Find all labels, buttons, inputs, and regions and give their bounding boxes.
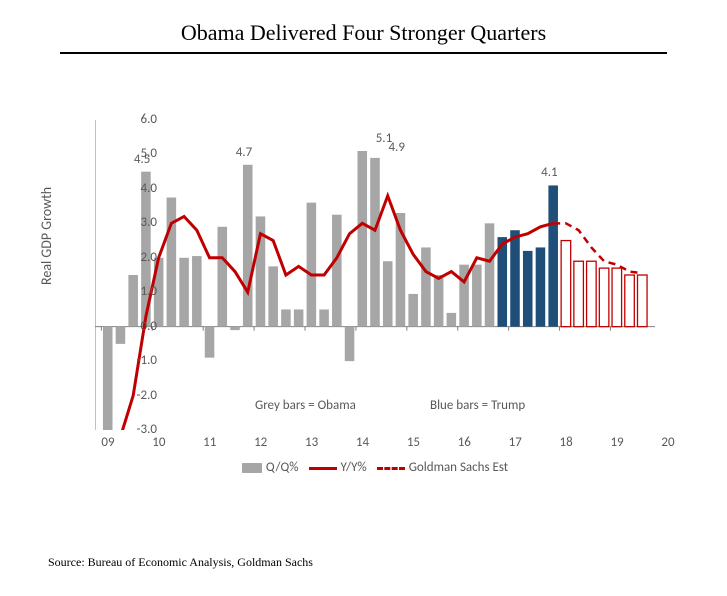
x-tick-label: 20 — [653, 435, 683, 450]
y-tick-label: 2.0 — [117, 250, 157, 265]
bar — [319, 309, 329, 326]
x-tick-label: 13 — [297, 435, 327, 450]
x-tick-label: 12 — [246, 435, 276, 450]
bar — [408, 294, 418, 327]
bar — [358, 151, 368, 327]
x-tick-label: 18 — [551, 435, 581, 450]
bar — [103, 327, 113, 430]
legend-swatch — [377, 467, 405, 470]
bar — [574, 261, 584, 326]
bar — [587, 261, 597, 326]
y-axis-label: Real GDP Growth — [38, 187, 55, 285]
x-tick-label: 16 — [449, 435, 479, 450]
legend-swatch — [309, 467, 337, 470]
bar-value-label: 4.5 — [134, 152, 150, 167]
chart-svg — [95, 120, 655, 430]
bar — [243, 165, 253, 327]
bar — [523, 251, 533, 327]
bar — [472, 265, 482, 327]
x-tick-label: 19 — [602, 435, 632, 450]
legend-item: Y/Y% — [309, 460, 367, 475]
bar — [447, 313, 457, 327]
y-tick-label: -2.0 — [117, 388, 157, 403]
bar — [370, 158, 380, 327]
bar — [307, 203, 317, 327]
legend-label: Q/Q% — [266, 460, 299, 475]
chart-note: Blue bars = Trump — [430, 398, 525, 413]
bar — [548, 185, 558, 326]
bar — [434, 275, 444, 327]
bar — [281, 309, 291, 326]
x-tick-label: 10 — [144, 435, 174, 450]
bar — [294, 309, 304, 326]
legend-label: Goldman Sachs Est — [409, 460, 508, 475]
bar — [536, 247, 546, 326]
bar — [167, 198, 177, 327]
y-tick-label: 0.0 — [117, 319, 157, 334]
bar — [218, 227, 228, 327]
bar — [561, 241, 571, 327]
bar — [421, 247, 431, 326]
x-tick-label: 11 — [195, 435, 225, 450]
bar — [205, 327, 215, 358]
bar — [599, 268, 609, 327]
chart-note: Grey bars = Obama — [255, 398, 356, 413]
chart-plot-area — [95, 120, 655, 430]
bar-value-label: 4.7 — [236, 145, 252, 160]
bar — [332, 215, 342, 327]
bar — [179, 258, 189, 327]
chart-legend: Q/Q% Y/Y% Goldman Sachs Est — [95, 460, 655, 475]
y-tick-label: 4.0 — [117, 181, 157, 196]
bar — [383, 261, 393, 326]
bar — [345, 327, 355, 361]
bar — [485, 223, 495, 326]
bar — [192, 256, 202, 327]
chart-title: Obama Delivered Four Stronger Quarters — [60, 20, 667, 54]
bar — [268, 266, 278, 326]
bar — [612, 268, 622, 327]
x-tick-label: 14 — [348, 435, 378, 450]
y-tick-label: 3.0 — [117, 215, 157, 230]
legend-item: Q/Q% — [242, 460, 299, 475]
bar — [230, 327, 240, 330]
y-tick-label: -1.0 — [117, 353, 157, 368]
legend-label: Y/Y% — [341, 460, 367, 475]
y-tick-label: 6.0 — [117, 112, 157, 127]
x-tick-label: 15 — [398, 435, 428, 450]
y-tick-label: 1.0 — [117, 284, 157, 299]
legend-swatch — [242, 463, 262, 473]
bar — [625, 275, 635, 327]
bar — [510, 230, 520, 326]
legend-item: Goldman Sachs Est — [377, 460, 508, 475]
x-tick-label: 09 — [93, 435, 123, 450]
bar-value-label: 4.9 — [388, 140, 404, 155]
x-tick-label: 17 — [500, 435, 530, 450]
chart-source: Source: Bureau of Economic Analysis, Gol… — [48, 555, 313, 570]
bar-value-label: 4.1 — [541, 165, 557, 180]
bar — [638, 275, 648, 327]
